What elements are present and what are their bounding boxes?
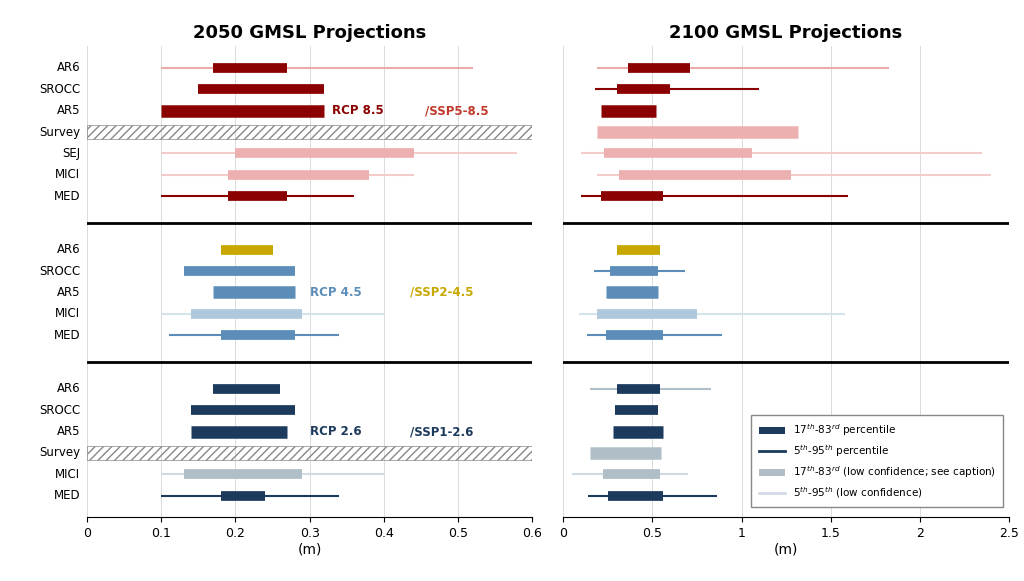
Text: SROCC: SROCC: [39, 404, 80, 417]
Text: /SSP2-4.5: /SSP2-4.5: [410, 286, 473, 299]
Text: RCP 4.5: RCP 4.5: [309, 286, 361, 299]
Text: AR5: AR5: [57, 286, 80, 299]
Text: RCP 8.5: RCP 8.5: [332, 104, 384, 117]
Text: MICI: MICI: [55, 307, 80, 320]
Title: 2050 GMSL Projections: 2050 GMSL Projections: [193, 24, 426, 42]
Text: RCP 2.6: RCP 2.6: [309, 425, 361, 438]
Text: MICI: MICI: [55, 468, 80, 481]
Text: AR6: AR6: [56, 62, 80, 74]
Text: AR6: AR6: [56, 243, 80, 256]
Legend: 17$^{th}$-83$^{rd}$ percentile, 5$^{th}$-95$^{th}$ percentile, 17$^{th}$-83$^{rd: 17$^{th}$-83$^{rd}$ percentile, 5$^{th}$…: [752, 415, 1004, 507]
Text: AR5: AR5: [57, 104, 80, 117]
Text: SROCC: SROCC: [39, 264, 80, 278]
Text: MED: MED: [53, 329, 80, 342]
Text: /SSP5-8.5: /SSP5-8.5: [425, 104, 488, 117]
Text: /SSP1-2.6: /SSP1-2.6: [410, 425, 473, 438]
Text: AR5: AR5: [57, 425, 80, 438]
Title: 2100 GMSL Projections: 2100 GMSL Projections: [670, 24, 903, 42]
Bar: [87, 446, 532, 460]
Text: AR6: AR6: [56, 382, 80, 395]
Text: Survey: Survey: [39, 125, 80, 138]
Bar: [87, 125, 532, 139]
X-axis label: (m): (m): [774, 543, 799, 557]
Text: MED: MED: [53, 190, 80, 203]
Text: SEJ: SEJ: [62, 147, 80, 160]
Text: MED: MED: [53, 489, 80, 502]
Text: Survey: Survey: [39, 446, 80, 460]
X-axis label: (m): (m): [297, 543, 322, 557]
Text: MICI: MICI: [55, 168, 80, 181]
Text: SROCC: SROCC: [39, 83, 80, 96]
